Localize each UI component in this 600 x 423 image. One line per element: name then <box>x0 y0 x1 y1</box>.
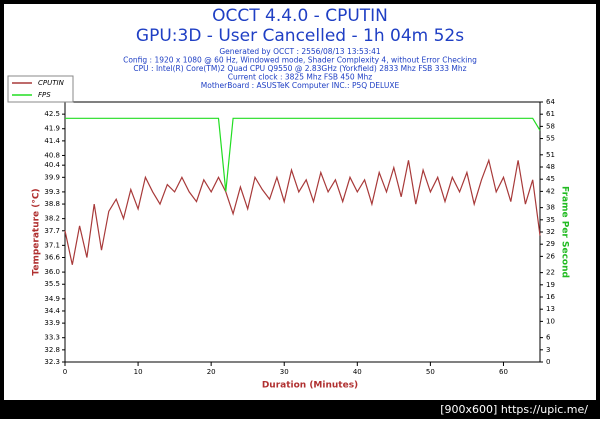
y2-tick-label: 64 <box>546 98 555 106</box>
plot-area <box>64 101 541 363</box>
y-tick-label: 35.5 <box>44 280 60 288</box>
y2-tick-label: 10 <box>546 317 555 325</box>
y2-tick-label: 42 <box>546 187 555 195</box>
y-tick-label: 40.8 <box>44 151 60 159</box>
x-axis-label: Duration (Minutes) <box>262 381 358 391</box>
x-tick-label: 60 <box>499 368 508 376</box>
y-tick-label: 38.8 <box>44 200 60 208</box>
y-tick-label: 41.4 <box>44 137 60 145</box>
legend-label: CPUTIN <box>38 79 65 87</box>
y-tick-label: 36.6 <box>44 254 60 262</box>
y-tick-label: 32.8 <box>44 346 60 354</box>
chart-title: OCCT 4.4.0 - CPUTIN <box>212 6 388 26</box>
y2-axis-label: Frame Per Second <box>560 186 570 278</box>
y-tick-label: 37.7 <box>44 227 60 235</box>
info-line: Config : 1920 x 1080 @ 60 Hz, Windowed m… <box>123 56 477 65</box>
y-axis-label: Temperature (°C) <box>32 188 42 275</box>
y2-tick-label: 3 <box>546 346 550 354</box>
y2-tick-label: 45 <box>546 175 555 183</box>
y2-tick-label: 32 <box>546 228 555 236</box>
x-tick-label: 30 <box>280 368 289 376</box>
y-tick-label: 41.9 <box>44 125 60 133</box>
y-tick-label: 39.9 <box>44 173 60 181</box>
y-tick-label: 39.3 <box>44 188 60 196</box>
y-tick-label: 40.4 <box>44 161 60 169</box>
legend-box <box>7 75 74 103</box>
y2-tick-label: 51 <box>546 151 555 159</box>
series-line <box>65 117 541 192</box>
y-tick-label: 42.5 <box>44 110 60 118</box>
info-line: Generated by OCCT : 2556/08/13 13:53:41 <box>219 47 381 56</box>
y2-tick-label: 58 <box>546 122 555 130</box>
y-tick-label: 33.9 <box>44 319 60 327</box>
y2-tick-label: 13 <box>546 305 555 313</box>
y2-tick-label: 16 <box>546 293 555 301</box>
y2-tick-label: 38 <box>546 204 555 212</box>
y2-tick-label: 6 <box>546 334 551 342</box>
x-tick-label: 40 <box>353 368 362 376</box>
y2-tick-label: 35 <box>546 216 555 224</box>
y2-tick-label: 61 <box>546 110 555 118</box>
y2-tick-label: 55 <box>546 135 555 143</box>
watermark: [900x600] https://upic.me/ <box>440 403 588 416</box>
y2-tick-label: 26 <box>546 252 555 260</box>
legend-label: FPS <box>38 91 51 99</box>
y-tick-label: 34.9 <box>44 295 60 303</box>
y2-tick-label: 0 <box>546 358 550 366</box>
y-tick-label: 32.3 <box>44 358 60 366</box>
x-tick-label: 0 <box>63 368 67 376</box>
y-tick-label: 38.2 <box>44 215 60 223</box>
x-tick-label: 50 <box>426 368 435 376</box>
x-tick-label: 10 <box>134 368 143 376</box>
y2-tick-label: 19 <box>546 281 555 289</box>
y2-tick-label: 29 <box>546 240 555 248</box>
info-line: MotherBoard : ASUSTeK Computer INC.: P5Q… <box>201 81 400 90</box>
y-tick-label: 36.0 <box>44 268 60 276</box>
y2-tick-label: 22 <box>546 269 555 277</box>
y-tick-label: 37.1 <box>44 241 60 249</box>
info-line: CPU : Intel(R) Core(TM)2 Quad CPU Q9550 … <box>133 64 466 73</box>
y2-tick-label: 48 <box>546 163 555 171</box>
y-tick-label: 33.3 <box>44 334 60 342</box>
series-line <box>64 158 541 265</box>
chart-subtitle: GPU:3D - User Cancelled - 1h 04m 52s <box>136 26 464 46</box>
x-tick-label: 20 <box>207 368 216 376</box>
y-tick-label: 34.4 <box>44 307 60 315</box>
info-line: Current clock : 3825 Mhz FSB 450 Mhz <box>228 73 373 82</box>
